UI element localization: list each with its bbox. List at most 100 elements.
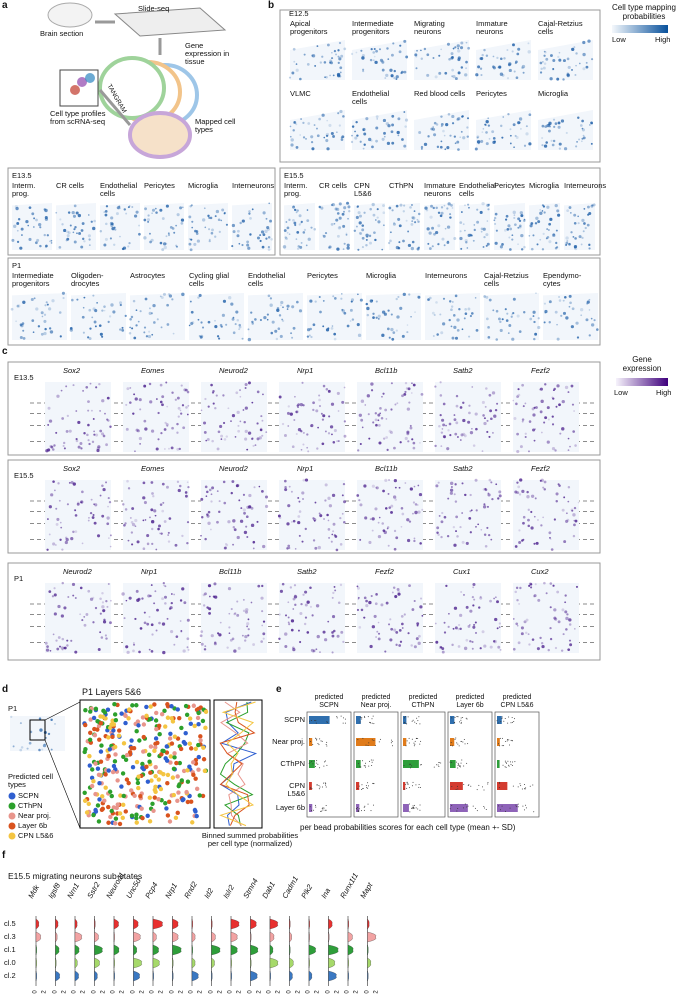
bead	[410, 315, 412, 318]
bead	[582, 136, 586, 140]
bead	[508, 236, 511, 239]
tissue-section	[201, 583, 267, 653]
bead	[469, 640, 472, 643]
point	[411, 785, 413, 787]
bead	[125, 403, 128, 406]
bead	[242, 409, 245, 411]
bead	[537, 220, 541, 224]
bead	[359, 503, 363, 507]
tissue-section	[279, 583, 345, 653]
cell-type-label: Interneurons	[232, 181, 275, 190]
point	[508, 716, 510, 718]
bead	[432, 57, 435, 59]
tissue-section	[435, 583, 501, 653]
point	[457, 808, 459, 810]
bead	[409, 206, 412, 209]
bead	[558, 296, 560, 298]
bead	[304, 478, 309, 482]
bead	[174, 760, 179, 766]
bead	[83, 746, 88, 752]
bead	[459, 136, 462, 139]
stage-label: E15.5	[14, 471, 34, 480]
point	[507, 722, 509, 724]
point	[363, 809, 365, 811]
bead	[324, 430, 327, 433]
bead	[483, 533, 487, 537]
bead	[144, 207, 147, 211]
bead	[246, 625, 249, 628]
bead	[515, 622, 519, 626]
bead	[302, 498, 305, 500]
bead	[482, 505, 487, 509]
bead	[203, 430, 207, 434]
bead	[440, 520, 444, 524]
bead	[395, 75, 399, 79]
bead	[539, 387, 543, 391]
bead	[515, 586, 519, 590]
tick-label: 0	[71, 990, 78, 994]
bead	[522, 515, 526, 519]
bead	[472, 604, 475, 607]
bead	[498, 626, 501, 629]
bead	[333, 534, 336, 537]
bead	[177, 715, 182, 721]
bead	[153, 764, 158, 770]
bead	[372, 421, 375, 424]
bead	[236, 600, 239, 603]
bead	[165, 204, 169, 208]
bead	[82, 389, 85, 392]
bead	[61, 223, 64, 226]
bead	[223, 501, 227, 505]
bead	[153, 602, 156, 605]
bead	[167, 233, 171, 237]
bead	[365, 238, 368, 241]
bead	[417, 220, 420, 223]
bead	[534, 332, 538, 336]
point	[451, 761, 453, 763]
bead	[15, 320, 17, 323]
tissue-section	[414, 110, 469, 150]
point	[485, 809, 487, 811]
bead	[295, 63, 298, 65]
bead	[109, 793, 114, 799]
violin	[308, 970, 313, 982]
bead	[343, 242, 346, 245]
bead	[160, 326, 163, 329]
bead	[552, 584, 555, 587]
bead	[111, 222, 114, 226]
bead	[290, 490, 293, 493]
tick-label: 2	[158, 990, 165, 994]
point	[413, 806, 415, 808]
point	[408, 803, 410, 805]
bead	[593, 319, 596, 322]
bead	[529, 317, 533, 321]
point	[357, 787, 359, 789]
tissue-section	[45, 583, 111, 653]
bead	[359, 232, 363, 236]
bead	[469, 314, 473, 318]
bead	[288, 546, 291, 549]
bead	[10, 715, 13, 718]
bead	[553, 125, 556, 128]
bead	[370, 47, 373, 51]
violin	[230, 944, 238, 956]
bead	[412, 501, 416, 504]
tick-label: 0	[305, 990, 312, 994]
bead	[365, 604, 369, 608]
bead	[338, 216, 342, 220]
bead	[207, 510, 211, 514]
bead	[161, 217, 165, 220]
point	[361, 717, 363, 719]
bead	[567, 65, 571, 70]
bead	[504, 229, 507, 232]
legend-swatch	[8, 792, 16, 800]
bead	[437, 481, 440, 484]
bead	[147, 716, 153, 722]
bead	[476, 220, 480, 224]
bead	[236, 535, 240, 540]
bead	[256, 236, 261, 240]
bead	[561, 608, 565, 612]
bead	[336, 72, 341, 77]
bead	[235, 310, 239, 314]
